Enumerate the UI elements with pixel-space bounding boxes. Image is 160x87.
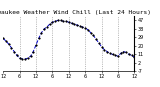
Title: Milwaukee Weather Wind Chill (Last 24 Hours): Milwaukee Weather Wind Chill (Last 24 Ho… (0, 10, 151, 15)
